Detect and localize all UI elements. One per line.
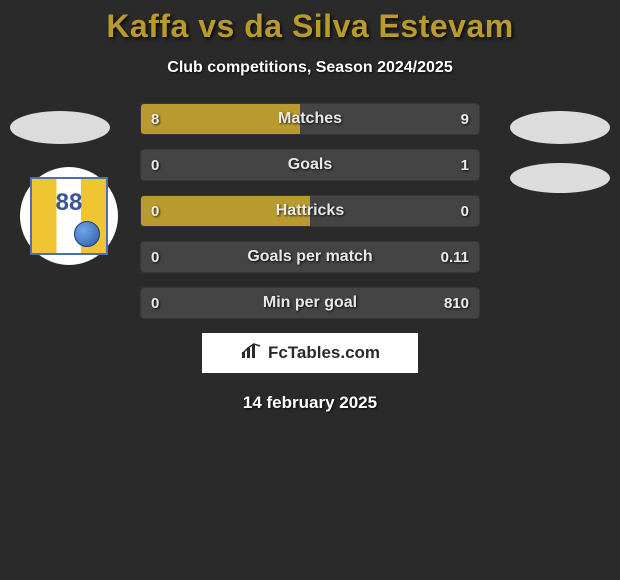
- club-badge-number: 88: [32, 189, 106, 217]
- player-right-avatar: [510, 111, 610, 144]
- club-badge: 88: [20, 167, 118, 265]
- soccer-ball-icon: [74, 221, 100, 247]
- stat-label: Hattricks: [141, 196, 479, 226]
- club-badge-shield: 88: [30, 177, 108, 255]
- player-right-avatar-secondary: [510, 163, 610, 193]
- stat-row: 89Matches: [140, 103, 480, 135]
- stat-label: Matches: [141, 104, 479, 134]
- comparison-title: Kaffa vs da Silva Estevam: [0, 8, 620, 45]
- brand-footer: FcTables.com: [202, 333, 418, 373]
- brand-text: FcTables.com: [268, 343, 380, 363]
- bar-chart-icon: [240, 342, 262, 365]
- stat-row: 01Goals: [140, 149, 480, 181]
- stat-label: Min per goal: [141, 288, 479, 318]
- stat-label: Goals: [141, 150, 479, 180]
- snapshot-date: 14 february 2025: [0, 393, 620, 413]
- stat-row: 0810Min per goal: [140, 287, 480, 319]
- stat-label: Goals per match: [141, 242, 479, 272]
- comparison-bars: 89Matches 01Goals 00Hattricks 00.11Goals pe…: [140, 103, 480, 319]
- comparison-subtitle: Club competitions, Season 2024/2025: [0, 59, 620, 77]
- infographic-root: Kaffa vs da Silva Estevam Club competiti…: [0, 0, 620, 413]
- player-left-avatar: [10, 111, 110, 144]
- chart-area: 88 89Matches 01Goals 00Hattricks 00.11Goals…: [0, 103, 620, 319]
- stat-row: 00Hattricks: [140, 195, 480, 227]
- stat-row: 00.11Goals per match: [140, 241, 480, 273]
